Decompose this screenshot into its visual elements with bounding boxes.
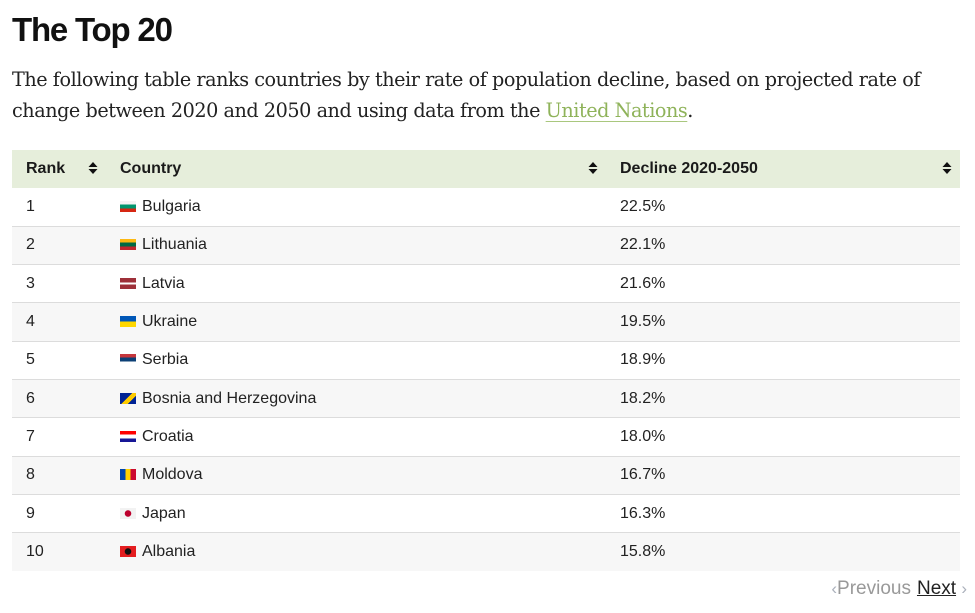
rank-cell: 9 bbox=[26, 504, 35, 522]
country-name: Croatia bbox=[142, 427, 194, 445]
decline-cell: 15.8% bbox=[620, 543, 666, 561]
md-flag-icon bbox=[120, 469, 136, 481]
table-row: 2 Lithuania 22.1% bbox=[12, 226, 960, 265]
column-header-decline[interactable]: Decline 2020-2050 bbox=[606, 150, 960, 188]
ba-flag-icon bbox=[120, 392, 136, 404]
country-name: Ukraine bbox=[142, 313, 198, 331]
country-cell: Serbia bbox=[106, 341, 606, 379]
lt-flag-icon bbox=[120, 239, 136, 251]
country-name: Moldova bbox=[142, 466, 203, 484]
table-row: 4 Ukraine 19.5% bbox=[12, 302, 960, 342]
decline-cell: 22.1% bbox=[620, 236, 666, 254]
country-name: Albania bbox=[142, 543, 196, 561]
table-row: 8 Moldova 16.7% bbox=[12, 456, 960, 495]
rank-cell: 6 bbox=[26, 389, 35, 407]
column-header-label: Decline 2020-2050 bbox=[620, 160, 758, 177]
previous-button[interactable]: ‹Previous bbox=[831, 578, 911, 599]
page-title: The Top 20 bbox=[12, 11, 173, 48]
hr-flag-icon bbox=[120, 430, 136, 442]
country-cell: Croatia bbox=[106, 418, 606, 456]
pagination: ‹Previous Next › bbox=[831, 578, 967, 600]
column-header-label: Country bbox=[120, 160, 182, 177]
decline-cell: 19.5% bbox=[620, 313, 666, 331]
decline-cell: 18.0% bbox=[620, 427, 666, 445]
rank-cell: 1 bbox=[26, 197, 35, 215]
country-cell: Bosnia and Herzegovina bbox=[106, 379, 606, 417]
country-name: Japan bbox=[142, 504, 186, 522]
table-row: 10 Albania 15.8% bbox=[12, 532, 960, 571]
united-nations-link[interactable]: United Nations bbox=[545, 99, 688, 122]
decline-cell: 22.5% bbox=[620, 197, 666, 215]
decline-cell: 18.2% bbox=[620, 389, 666, 407]
jp-flag-icon bbox=[120, 507, 136, 519]
intro-paragraph: The following table ranks countries by t… bbox=[12, 64, 972, 126]
lv-flag-icon bbox=[120, 277, 136, 289]
rank-cell: 5 bbox=[26, 351, 35, 369]
rank-cell: 7 bbox=[26, 427, 35, 445]
column-header-country[interactable]: Country bbox=[106, 150, 606, 188]
bg-flag-icon bbox=[120, 200, 136, 212]
decline-cell: 21.6% bbox=[620, 274, 666, 292]
table-row: 7 Croatia 18.0% bbox=[12, 417, 960, 457]
country-name: Lithuania bbox=[142, 236, 207, 254]
sort-up-down-icon[interactable] bbox=[942, 161, 952, 175]
rank-cell: 3 bbox=[26, 274, 35, 292]
column-header-rank[interactable]: Rank bbox=[12, 150, 106, 188]
rank-cell: 4 bbox=[26, 313, 35, 331]
chevron-right-icon[interactable]: › bbox=[961, 579, 967, 598]
table-row: 6 Bosnia and Herzegovina 18.2% bbox=[12, 379, 960, 418]
rank-cell: 2 bbox=[26, 236, 35, 254]
rank-cell: 8 bbox=[26, 466, 35, 484]
al-flag-icon bbox=[120, 546, 136, 558]
country-cell: Bulgaria bbox=[106, 188, 606, 226]
column-header-label: Rank bbox=[26, 160, 66, 177]
table-row: 5 Serbia 18.9% bbox=[12, 341, 960, 380]
country-cell: Moldova bbox=[106, 456, 606, 494]
sort-up-down-icon[interactable] bbox=[588, 161, 598, 175]
decline-cell: 18.9% bbox=[620, 351, 666, 369]
chevron-left-icon: ‹ bbox=[831, 579, 838, 598]
rs-flag-icon bbox=[120, 354, 136, 366]
previous-label: Previous bbox=[837, 578, 911, 599]
country-cell: Lithuania bbox=[106, 226, 606, 264]
next-button[interactable]: Next bbox=[916, 578, 957, 599]
country-cell: Ukraine bbox=[106, 303, 606, 341]
intro-text: The following table ranks countries by t… bbox=[12, 68, 921, 122]
ua-flag-icon bbox=[120, 316, 136, 328]
country-name: Latvia bbox=[142, 274, 185, 292]
table-header-row: Rank Country Decline 2020-2050 bbox=[12, 150, 960, 188]
decline-cell: 16.7% bbox=[620, 466, 666, 484]
country-name: Bulgaria bbox=[142, 197, 201, 215]
table-row: 1 Bulgaria 22.5% bbox=[12, 188, 960, 227]
country-cell: Latvia bbox=[106, 265, 606, 303]
country-cell: Japan bbox=[106, 494, 606, 532]
table-row: 9 Japan 16.3% bbox=[12, 494, 960, 533]
country-name: Bosnia and Herzegovina bbox=[142, 389, 317, 407]
country-cell: Albania bbox=[106, 533, 606, 571]
ranking-table: Rank Country Decline 2020-2050 1 Bulgaria… bbox=[12, 150, 960, 571]
decline-cell: 16.3% bbox=[620, 504, 666, 522]
intro-text-end: . bbox=[687, 99, 693, 122]
country-name: Serbia bbox=[142, 351, 189, 369]
sort-up-down-icon[interactable] bbox=[88, 161, 98, 175]
table-row: 3 Latvia 21.6% bbox=[12, 264, 960, 303]
rank-cell: 10 bbox=[26, 543, 44, 561]
